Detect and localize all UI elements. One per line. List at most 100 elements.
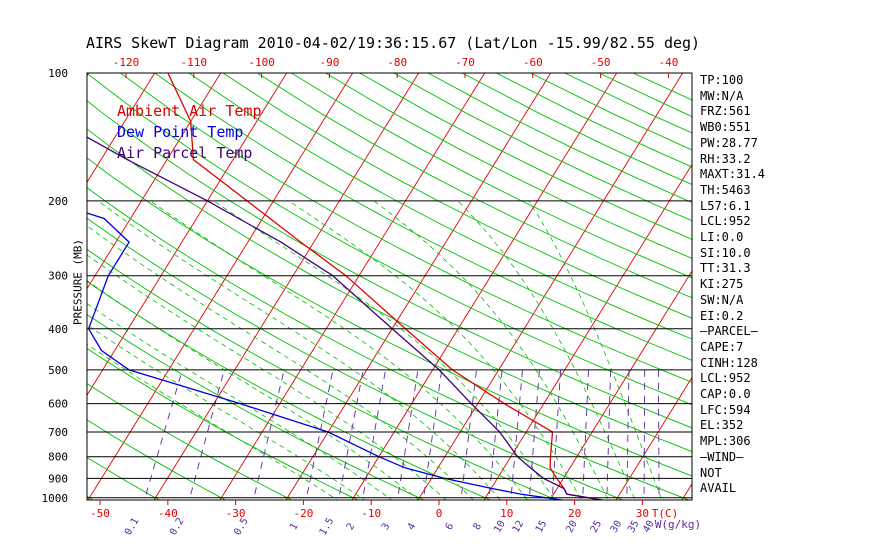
stability-index: CAPE:7	[700, 339, 744, 354]
pressure-tick-label: 200	[48, 195, 68, 208]
dry-adiabat	[87, 382, 293, 500]
moist-adiabat	[457, 200, 636, 500]
mixing-ratio-label: 15	[534, 519, 550, 535]
pressure-tick-label: 300	[48, 270, 68, 283]
stability-index: LI:0.0	[700, 230, 744, 244]
mixing-ratio-line	[252, 369, 285, 500]
mixing-ratio-line	[582, 369, 589, 500]
isotherm-line	[87, 73, 288, 397]
isotherm-line	[219, 73, 486, 500]
mixing-ratio-label: 30	[609, 519, 625, 535]
bottom-tick-label: 30	[636, 507, 649, 520]
bottom-tick-label: 0	[436, 507, 443, 520]
stability-index: TT:31.3	[700, 261, 751, 276]
mixing-ratio-line	[143, 369, 183, 500]
pressure-tick-label: 100	[48, 67, 68, 80]
top-tick-label: -40	[658, 56, 678, 69]
moist-adiabat	[373, 200, 609, 500]
mixing-ratio-line	[657, 369, 660, 500]
mixing-ratio-line	[188, 369, 225, 500]
moist-adiabat	[87, 343, 339, 500]
dry-adiabat	[87, 419, 227, 500]
dry-adiabat	[120, 73, 692, 383]
isotherm-line	[87, 73, 354, 500]
pressure-tick-label: 1000	[42, 492, 69, 505]
top-tick-label: -70	[455, 56, 475, 69]
mixing-ratio-line	[397, 369, 419, 500]
mixing-ratio-label: 1.5	[318, 516, 337, 537]
mixing-ratio-label: 25	[589, 519, 605, 535]
bottom-tick-label: 10	[500, 507, 513, 520]
mixing-ratio-line	[460, 369, 477, 500]
mixing-ratio-line	[422, 369, 443, 500]
stability-index: CINH:128	[700, 355, 758, 370]
top-tick-label: -110	[181, 56, 208, 69]
mixing-ratio-line	[606, 369, 612, 500]
mixing-ratio-line	[643, 369, 646, 500]
mixing-ratio-label: 2	[345, 521, 358, 532]
dry-adiabat	[325, 73, 692, 259]
dry-adiabat	[87, 157, 692, 477]
stability-index: –PARCEL–	[700, 324, 758, 339]
stability-index: MPL:306	[700, 434, 751, 449]
y-axis-title: PRESSURE (MB)	[71, 238, 85, 326]
stability-index: LCL:952	[700, 371, 751, 386]
pressure-tick-label: 800	[48, 451, 68, 464]
stability-index: AVAIL	[700, 481, 737, 496]
legend-ambient-air-temp: Ambient Air Temp	[117, 102, 262, 120]
legend-dew-point-temp: Dew Point Temp	[117, 123, 244, 141]
stability-index: MW:N/A	[700, 88, 744, 103]
plot-area	[0, 73, 870, 507]
moist-adiabat	[528, 200, 663, 500]
dry-adiabat	[256, 73, 692, 299]
dry-adiabat	[87, 128, 692, 453]
mixing-ratio-line	[510, 369, 523, 500]
dry-adiabat	[87, 217, 624, 500]
isotherm-line	[0, 73, 23, 507]
isotherm-line	[87, 73, 156, 184]
moist-adiabat	[213, 200, 555, 500]
isotherm-line	[615, 376, 692, 500]
chart-title: AIRS SkewT Diagram 2010-04-02/19:36:15.6…	[86, 34, 701, 52]
mixing-ratio-line	[528, 369, 540, 500]
dry-adiabat	[87, 73, 692, 406]
mixing-ratio-line	[305, 369, 334, 500]
stability-index: LCL:952	[700, 214, 751, 229]
moist-adiabat	[87, 254, 447, 500]
mixing-ratio-line	[488, 369, 503, 500]
stability-index: EI:0.2	[700, 308, 744, 323]
isotherm-line	[153, 73, 420, 500]
moist-adiabat	[87, 303, 393, 500]
mixing-ratio-label: 3	[380, 521, 393, 532]
isotherm-line	[810, 73, 870, 507]
pressure-tick-label: 400	[48, 323, 68, 336]
isotherm-line	[285, 73, 552, 500]
ambient-temp-line	[167, 73, 603, 500]
top-tick-label: -100	[248, 56, 275, 69]
mixing-ratio-label: 35	[626, 519, 642, 535]
dew-point-line	[87, 212, 564, 500]
bottom-tick-label: -20	[293, 507, 313, 520]
stability-index: TH:5463	[700, 182, 751, 197]
dry-adiabat	[0, 73, 38, 507]
parcel-temp-line	[87, 136, 603, 500]
mixing-ratio-label: 0.1	[123, 516, 142, 537]
moist-adiabat	[288, 200, 582, 500]
stability-index: FRZ:561	[700, 104, 751, 119]
isotherm-line	[417, 73, 684, 500]
isotherm-line	[549, 270, 692, 500]
stability-index: PW:28.77	[700, 135, 758, 150]
isotherm-line	[744, 73, 870, 507]
mixing-ratio-label: 4	[406, 521, 419, 532]
dry-adiabat	[393, 73, 692, 222]
stability-index: TP:100	[700, 73, 744, 87]
stability-index: EL:352	[700, 418, 744, 433]
dry-adiabat	[87, 313, 426, 500]
mixing-ratio-label: 20	[564, 519, 580, 535]
moist-adiabat	[87, 225, 474, 500]
mixing-ratio-line	[551, 369, 562, 500]
dry-adiabat	[359, 73, 692, 240]
plot-frame	[86, 72, 693, 501]
stability-index: SW:N/A	[700, 292, 744, 307]
